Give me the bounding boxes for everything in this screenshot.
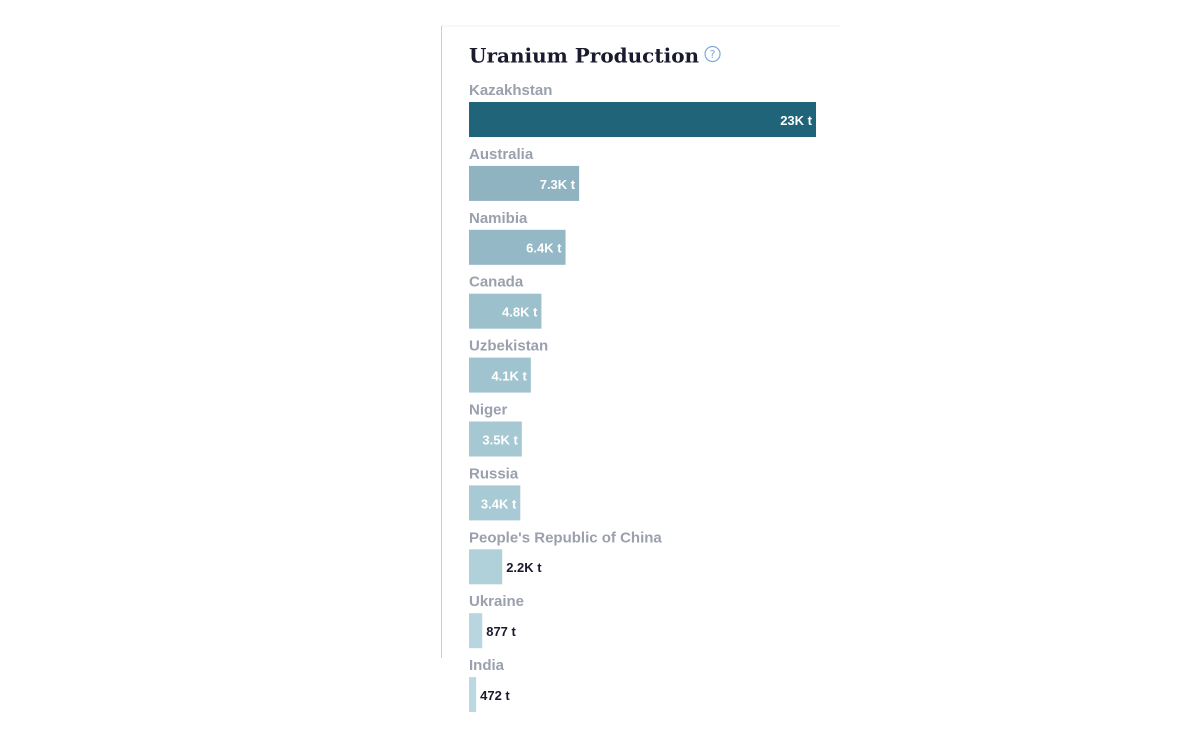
value-label: 877 t [486, 624, 516, 639]
bar [469, 613, 483, 649]
bar [469, 677, 477, 713]
bar [469, 165, 580, 201]
category-label: Russia [469, 465, 519, 482]
help-icon-circle[interactable] [704, 45, 721, 63]
value-label: 23K t [780, 113, 812, 128]
category-label: India [469, 657, 505, 674]
value-label: 6.4K t [526, 241, 562, 256]
bar [469, 293, 542, 329]
value-label: 2.2K t [506, 560, 542, 575]
category-label: Niger [469, 401, 508, 418]
bar [469, 485, 521, 521]
value-label: 7.3K t [540, 177, 576, 192]
help-icon-glyph[interactable]: ? [710, 48, 716, 61]
category-label: Uzbekistan [469, 338, 548, 355]
bar [469, 421, 522, 457]
category-label: Kazakhstan [469, 82, 552, 99]
bar [469, 229, 566, 265]
value-label: 3.5K t [482, 432, 518, 447]
chart-title: Uranium Production [469, 44, 700, 68]
category-label: People's Republic of China [469, 529, 662, 546]
bar [469, 102, 816, 137]
category-label: Namibia [469, 210, 528, 227]
help-icon[interactable]: ? [704, 45, 721, 63]
category-label: Canada [469, 274, 524, 291]
value-label: 472 t [480, 688, 510, 703]
bar [469, 549, 503, 585]
category-label: Ukraine [469, 593, 524, 610]
value-label: 3.4K t [481, 496, 517, 511]
bar [469, 357, 531, 393]
value-label: 4.1K t [491, 369, 527, 384]
value-label: 4.8K t [502, 305, 538, 320]
category-label: Australia [469, 146, 534, 163]
